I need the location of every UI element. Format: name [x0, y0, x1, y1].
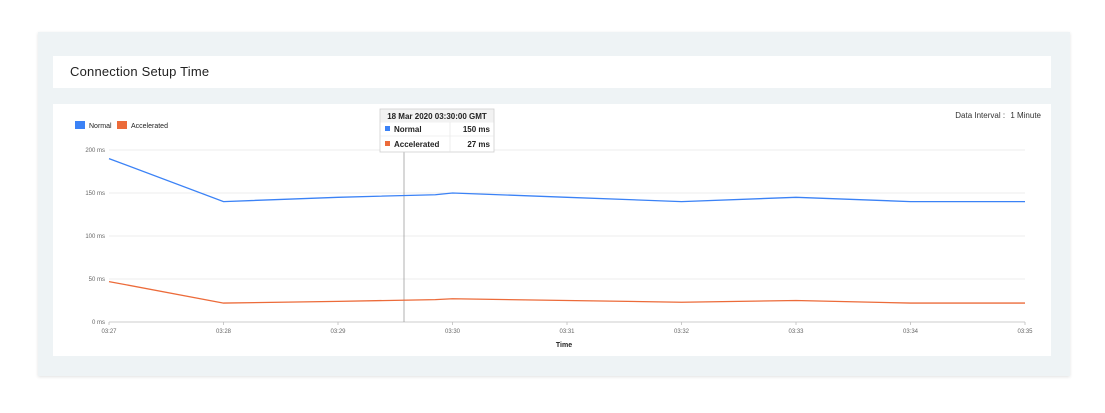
tooltip-title: 18 Mar 2020 03:30:00 GMT: [387, 112, 487, 121]
legend-swatch-accelerated: [117, 121, 127, 129]
title-card: Connection Setup Time: [53, 56, 1051, 88]
y-tick-label: 150 ms: [85, 191, 105, 197]
tooltip: 18 Mar 2020 03:30:00 GMT Normal 150 ms A…: [379, 108, 495, 153]
line-chart[interactable]: Data Interval : 1 Minute Normal Accelera…: [53, 104, 1051, 356]
tooltip-label-normal: Normal: [394, 125, 422, 134]
series-line-accelerated[interactable]: [108, 280, 1025, 304]
data-interval-label: Data Interval :: [955, 111, 1005, 120]
data-interval-value: 1 Minute: [1010, 111, 1041, 120]
legend-label-normal[interactable]: Normal: [89, 123, 112, 130]
series: [108, 157, 1025, 304]
grid: [109, 149, 1025, 323]
legend[interactable]: Normal Accelerated: [75, 121, 168, 130]
x-tick-label: 03:33: [788, 329, 804, 335]
tooltip-swatch-normal: [385, 126, 390, 131]
x-tick-label: 03:27: [101, 329, 117, 335]
x-axis-title: Time: [556, 342, 572, 349]
chart-card: Data Interval : 1 Minute Normal Accelera…: [53, 104, 1051, 356]
dashboard-panel: Connection Setup Time Data Interval : 1 …: [38, 32, 1070, 376]
y-tick-label: 50 ms: [89, 277, 105, 283]
tooltip-value-normal: 150 ms: [463, 125, 491, 134]
tooltip-swatch-accelerated: [385, 141, 390, 146]
x-tick-label: 03:32: [674, 329, 690, 335]
x-tick-label: 03:28: [216, 329, 232, 335]
y-tick-label: 200 ms: [85, 148, 105, 154]
x-tick-label: 03:34: [903, 329, 919, 335]
x-tick-label: 03:30: [445, 329, 461, 335]
tooltip-header-bg: [380, 109, 494, 123]
x-tick-label: 03:35: [1017, 329, 1033, 335]
tooltip-label-accelerated: Accelerated: [394, 140, 439, 149]
page-title: Connection Setup Time: [70, 64, 210, 79]
x-tick-label: 03:29: [330, 329, 346, 335]
x-tick-label: 03:31: [559, 329, 575, 335]
series-line-normal[interactable]: [108, 157, 1025, 203]
legend-label-accelerated[interactable]: Accelerated: [131, 123, 168, 130]
y-tick-label: 100 ms: [85, 234, 105, 240]
axes: 0 ms 50 ms 100 ms 150 ms 200 ms 03:27 03:28 03:…: [85, 148, 1033, 335]
tooltip-value-accelerated: 27 ms: [467, 140, 490, 149]
y-tick-label: 0 ms: [92, 320, 105, 326]
data-interval-text: Data Interval : 1 Minute: [955, 111, 1041, 120]
legend-swatch-normal: [75, 121, 85, 129]
